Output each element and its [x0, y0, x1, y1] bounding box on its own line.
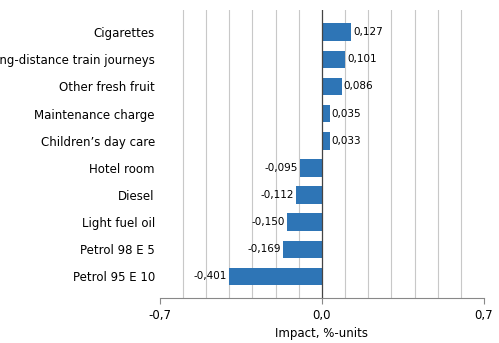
Bar — [322, 23, 351, 41]
Bar — [229, 268, 322, 285]
Bar — [300, 159, 322, 177]
Bar — [283, 240, 322, 258]
Text: 0,035: 0,035 — [332, 109, 361, 119]
Bar — [322, 78, 342, 95]
Text: -0,095: -0,095 — [264, 163, 298, 173]
Text: 0,101: 0,101 — [347, 54, 377, 64]
Bar — [322, 50, 345, 68]
Bar — [322, 105, 330, 122]
Text: 0,033: 0,033 — [331, 136, 361, 146]
Bar — [287, 213, 322, 231]
Text: 0,127: 0,127 — [353, 27, 383, 37]
Bar — [322, 132, 329, 150]
Text: -0,150: -0,150 — [252, 217, 285, 227]
Text: 0,086: 0,086 — [344, 82, 373, 92]
X-axis label: Impact, %-units: Impact, %-units — [275, 327, 368, 340]
Bar — [296, 186, 322, 204]
Text: -0,401: -0,401 — [194, 272, 227, 282]
Text: -0,169: -0,169 — [248, 244, 281, 255]
Text: -0,112: -0,112 — [260, 190, 294, 200]
